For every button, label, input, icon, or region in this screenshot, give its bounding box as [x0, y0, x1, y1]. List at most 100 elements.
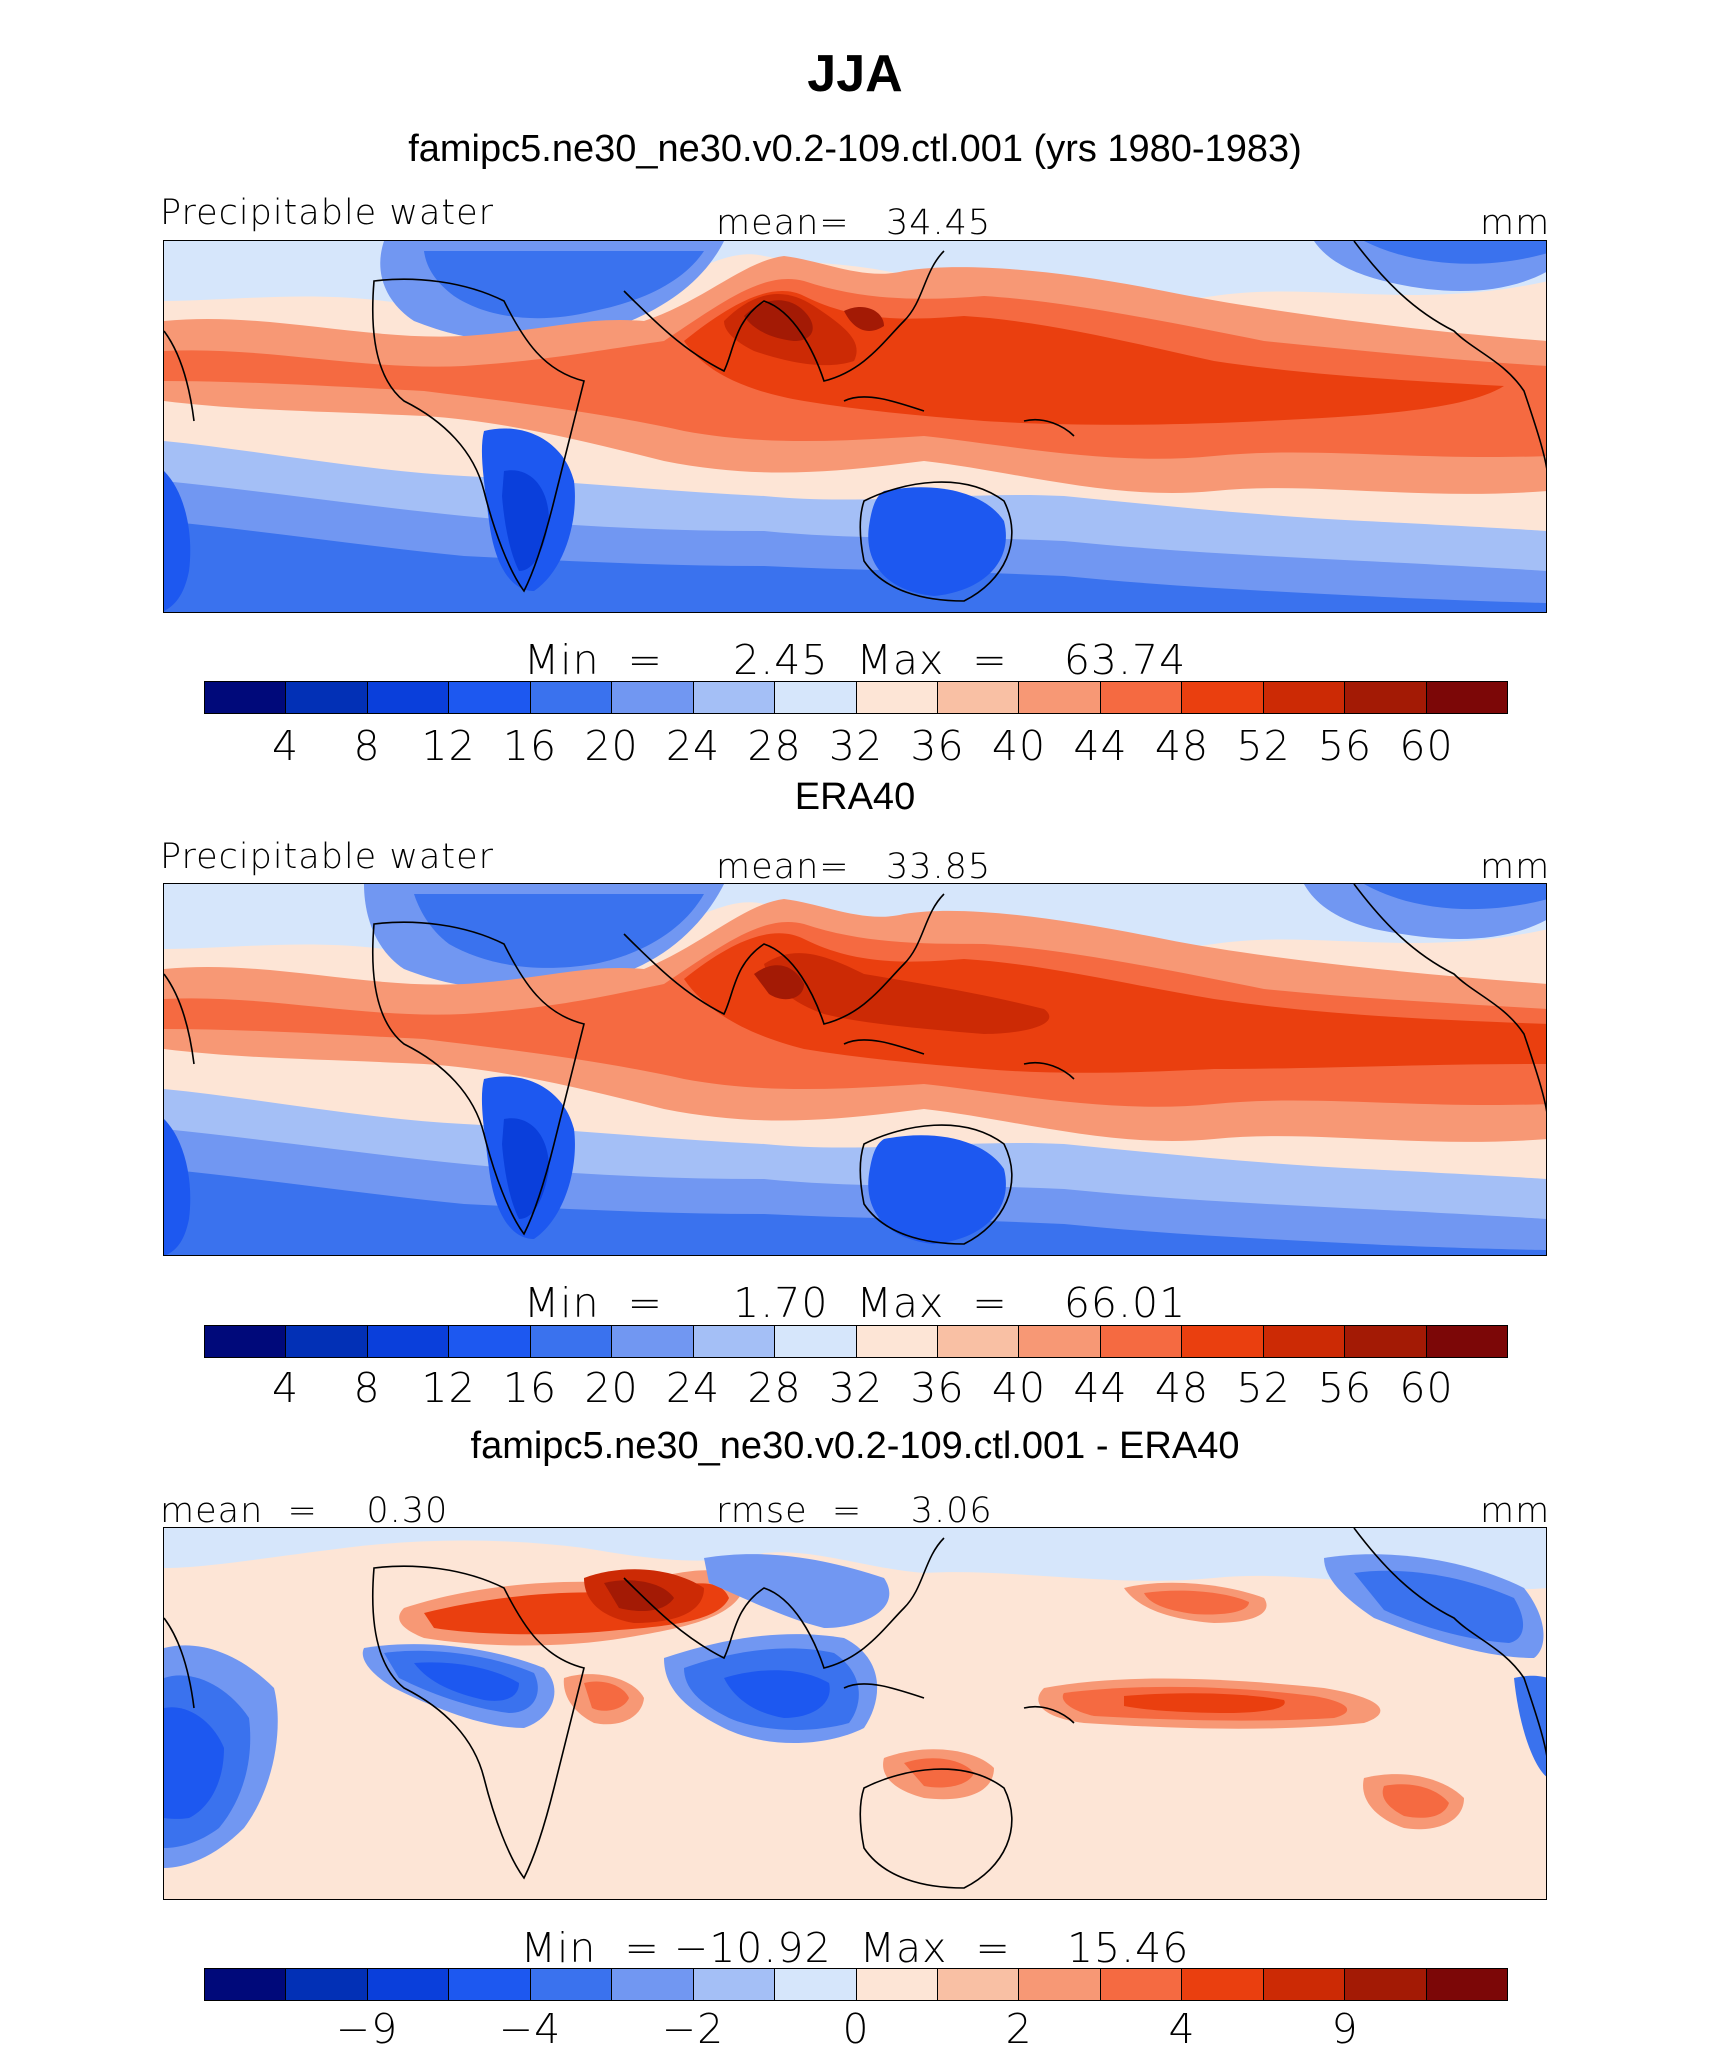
panel-3-colorbar-ticks: −9 −4 −2 0 2 4 9: [204, 2005, 1508, 2048]
colorbar-swatch: [1100, 1969, 1183, 2000]
colorbar-tick-label: 16: [502, 722, 558, 770]
colorbar-tick-label: 9: [1331, 2005, 1359, 2048]
panel-1-unit-label: mm: [1480, 203, 1551, 243]
panel-1-mean-label: mean= 34.45: [716, 203, 992, 243]
colorbar-tick-label: 28: [747, 722, 802, 770]
colorbar-tick-label: 24: [665, 722, 721, 770]
colorbar-swatch: [367, 1326, 450, 1357]
colorbar-swatch: [1182, 682, 1264, 713]
colorbar-tick-label: 2: [1005, 2005, 1033, 2048]
colorbar-swatch: [367, 1969, 450, 2000]
colorbar-tick-label: −4: [498, 2005, 562, 2048]
colorbar-swatch: [937, 1326, 1020, 1357]
panel-1-header: famipc5.ne30_ne30.v0.2-109.ctl.001 (yrs …: [408, 128, 1302, 170]
colorbar-swatch: [530, 1969, 613, 2000]
colorbar-tick-label: 12: [421, 722, 476, 770]
panel-2-left-label: Precipitable water: [160, 837, 495, 877]
colorbar-tick-label: 32: [828, 1364, 884, 1412]
colorbar-tick-label: 56: [1317, 1364, 1373, 1412]
colorbar-tick-label: 48: [1154, 1364, 1210, 1412]
panel-1-map: [163, 240, 1547, 613]
panel-1-colorbar-ticks: 4 8 12 16 20 24 28 32 36 40 44 48 52 56 60: [204, 722, 1508, 770]
colorbar-swatch: [1426, 1326, 1507, 1357]
colorbar-tick-label: 52: [1236, 722, 1291, 770]
panel-2-map: [163, 883, 1547, 1256]
panel-2-unit-label: mm: [1480, 847, 1551, 887]
colorbar-swatch: [449, 682, 531, 713]
panel-3-header: famipc5.ne30_ne30.v0.2-109.ctl.001 - ERA…: [470, 1425, 1240, 1467]
colorbar-swatch: [775, 682, 857, 713]
colorbar-swatch: [775, 1969, 857, 2000]
colorbar-swatch: [286, 682, 368, 713]
colorbar-swatch: [693, 1326, 776, 1357]
colorbar-swatch: [693, 682, 776, 713]
colorbar-tick-label: 40: [991, 1364, 1047, 1412]
colorbar-swatch: [1100, 1326, 1183, 1357]
colorbar-swatch: [1345, 1326, 1427, 1357]
panel-1-colorbar: [204, 681, 1508, 714]
colorbar-swatch: [1100, 682, 1183, 713]
panel-3-unit-label: mm: [1480, 1491, 1551, 1531]
colorbar-tick-label: 4: [271, 722, 300, 770]
colorbar-tick-label: 8: [353, 1364, 381, 1412]
panel-2-minmax: Min = 1.70 Max = 66.01: [523, 1279, 1187, 1327]
colorbar-swatch: [530, 1326, 613, 1357]
colorbar-swatch: [1182, 1969, 1264, 2000]
colorbar-tick-label: 40: [991, 722, 1047, 770]
colorbar-swatch: [856, 1969, 938, 2000]
colorbar-swatch: [856, 1326, 938, 1357]
colorbar-swatch: [1426, 682, 1507, 713]
colorbar-swatch: [1019, 1326, 1101, 1357]
colorbar-swatch: [449, 1326, 531, 1357]
colorbar-tick-label: 60: [1399, 1364, 1454, 1412]
colorbar-tick-label: 44: [1073, 722, 1128, 770]
colorbar-swatch: [1426, 1969, 1507, 2000]
colorbar-swatch: [775, 1326, 857, 1357]
colorbar-swatch: [1345, 682, 1427, 713]
panel-2-colorbar-ticks: 4 8 12 16 20 24 28 32 36 40 44 48 52 56 60: [204, 1364, 1508, 1412]
panel-3-map: [163, 1527, 1547, 1900]
colorbar-swatch: [367, 682, 450, 713]
colorbar-swatch: [1182, 1326, 1264, 1357]
colorbar-swatch: [1263, 1969, 1346, 2000]
colorbar-swatch: [449, 1969, 531, 2000]
colorbar-tick-label: −2: [661, 2005, 725, 2048]
colorbar-tick-label: 44: [1073, 1364, 1128, 1412]
colorbar-swatch: [612, 1969, 694, 2000]
colorbar-tick-label: 48: [1154, 722, 1210, 770]
panel-2-mean-label: mean= 33.85: [716, 847, 992, 887]
panel-1-minmax: Min = 2.45 Max = 63.74: [523, 636, 1187, 684]
colorbar-tick-label: −9: [335, 2005, 399, 2048]
colorbar-swatch: [530, 682, 613, 713]
colorbar-tick-label: 56: [1317, 722, 1373, 770]
colorbar-tick-label: 28: [747, 1364, 802, 1412]
colorbar-swatch: [1263, 682, 1346, 713]
colorbar-swatch: [693, 1969, 776, 2000]
colorbar-tick-label: 20: [584, 722, 639, 770]
colorbar-swatch: [205, 682, 287, 713]
colorbar-swatch: [1019, 1969, 1101, 2000]
figure-title: JJA: [807, 45, 903, 103]
colorbar-tick-label: 12: [421, 1364, 476, 1412]
colorbar-tick-label: 16: [502, 1364, 558, 1412]
panel-2-header: ERA40: [794, 776, 916, 818]
colorbar-swatch: [856, 682, 938, 713]
colorbar-tick-label: 36: [910, 722, 965, 770]
colorbar-tick-label: 20: [584, 1364, 639, 1412]
colorbar-swatch: [286, 1969, 368, 2000]
colorbar-tick-label: 32: [828, 722, 884, 770]
panel-3-rmse-label: rmse = 3.06: [716, 1491, 993, 1531]
colorbar-tick-label: 52: [1236, 1364, 1291, 1412]
colorbar-swatch: [1345, 1969, 1427, 2000]
colorbar-swatch: [1263, 1326, 1346, 1357]
panel-1-left-label: Precipitable water: [160, 193, 495, 233]
colorbar-swatch: [612, 1326, 694, 1357]
colorbar-swatch: [937, 1969, 1020, 2000]
colorbar-tick-label: 8: [353, 722, 381, 770]
colorbar-tick-label: 36: [910, 1364, 965, 1412]
colorbar-tick-label: 4: [271, 1364, 300, 1412]
panel-2-colorbar: [204, 1325, 1508, 1358]
panel-3-colorbar: [204, 1968, 1508, 2001]
colorbar-swatch: [205, 1326, 287, 1357]
